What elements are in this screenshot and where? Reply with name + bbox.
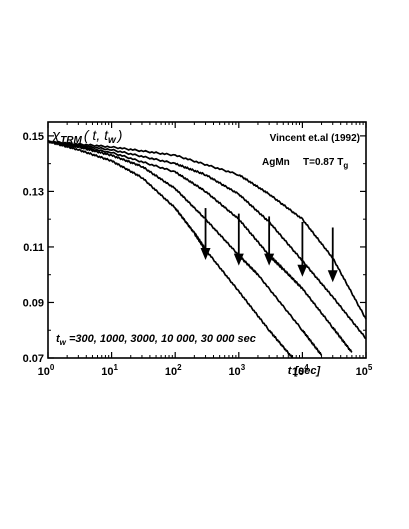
series-curve-tw-300 — [47, 140, 294, 359]
arrow-head — [297, 264, 308, 277]
y-tick-label: 0.11 — [23, 242, 44, 254]
series-curve-tw-3000 — [47, 139, 353, 353]
series-curves — [47, 139, 367, 359]
x-tick-label: 105 — [356, 363, 373, 378]
y-tick-label: 0.13 — [23, 186, 44, 198]
tw-arrows — [200, 208, 338, 283]
arrow-head — [327, 270, 338, 283]
x-tick-label: 100 — [38, 363, 55, 378]
source-annotation: Vincent et.al (1992) — [270, 133, 360, 144]
series-curve-tw-10000 — [47, 139, 367, 340]
arrow-head — [200, 248, 211, 261]
arrow-head — [233, 253, 244, 266]
y-axis-label: χTRM( t, tw) — [50, 127, 122, 146]
plot-frame — [47, 121, 367, 359]
x-tick-label: 103 — [228, 363, 245, 378]
tw-values-label: tw =300, 1000, 3000, 10 000, 30 000 sec — [56, 333, 256, 347]
x-axis-label: t [sec] — [288, 365, 321, 377]
series-curve-tw-1000 — [47, 140, 323, 356]
y-tick-label: 0.07 — [23, 353, 44, 365]
x-tick-label: 101 — [101, 363, 118, 378]
y-tick-label: 0.15 — [23, 131, 44, 143]
material-label: AgMn — [262, 157, 290, 168]
x-tick-label: 104 — [292, 363, 309, 378]
y-tick-label: 0.09 — [23, 297, 44, 309]
arrow-head — [264, 253, 275, 266]
x-tick-label: 102 — [165, 363, 182, 378]
series-curve-tw-30000 — [47, 139, 367, 320]
temperature-label: T=0.87 Tg — [303, 157, 348, 170]
